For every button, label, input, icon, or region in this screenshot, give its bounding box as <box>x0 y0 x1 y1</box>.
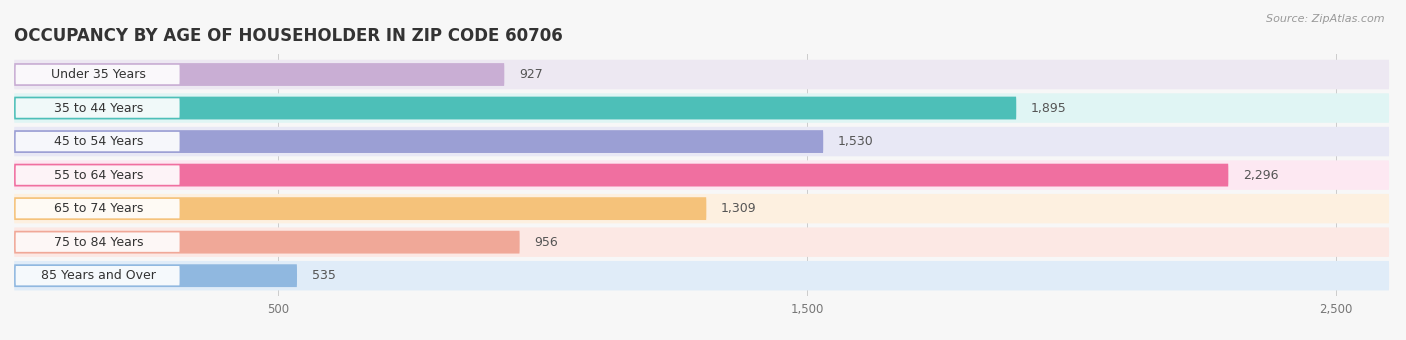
Text: OCCUPANCY BY AGE OF HOUSEHOLDER IN ZIP CODE 60706: OCCUPANCY BY AGE OF HOUSEHOLDER IN ZIP C… <box>14 27 562 45</box>
FancyBboxPatch shape <box>14 227 1389 257</box>
FancyBboxPatch shape <box>14 164 1229 187</box>
Text: 927: 927 <box>519 68 543 81</box>
FancyBboxPatch shape <box>15 266 180 285</box>
Text: 535: 535 <box>312 269 336 282</box>
Text: 55 to 64 Years: 55 to 64 Years <box>53 169 143 182</box>
Text: 75 to 84 Years: 75 to 84 Years <box>53 236 143 249</box>
FancyBboxPatch shape <box>14 231 520 254</box>
FancyBboxPatch shape <box>14 93 1389 123</box>
FancyBboxPatch shape <box>14 194 1389 223</box>
FancyBboxPatch shape <box>15 132 180 151</box>
Text: Under 35 Years: Under 35 Years <box>51 68 146 81</box>
FancyBboxPatch shape <box>14 127 1389 156</box>
FancyBboxPatch shape <box>15 233 180 252</box>
FancyBboxPatch shape <box>14 261 1389 290</box>
Text: 2,296: 2,296 <box>1243 169 1278 182</box>
Text: 35 to 44 Years: 35 to 44 Years <box>53 102 143 115</box>
Text: 45 to 54 Years: 45 to 54 Years <box>53 135 143 148</box>
Text: 65 to 74 Years: 65 to 74 Years <box>53 202 143 215</box>
FancyBboxPatch shape <box>14 160 1389 190</box>
FancyBboxPatch shape <box>15 65 180 84</box>
Text: 1,530: 1,530 <box>838 135 873 148</box>
FancyBboxPatch shape <box>14 130 824 153</box>
FancyBboxPatch shape <box>14 63 505 86</box>
FancyBboxPatch shape <box>14 60 1389 89</box>
Text: 1,895: 1,895 <box>1031 102 1067 115</box>
FancyBboxPatch shape <box>15 98 180 118</box>
Text: Source: ZipAtlas.com: Source: ZipAtlas.com <box>1267 14 1385 23</box>
FancyBboxPatch shape <box>14 264 297 287</box>
FancyBboxPatch shape <box>15 199 180 218</box>
Text: 85 Years and Over: 85 Years and Over <box>41 269 156 282</box>
Text: 956: 956 <box>534 236 558 249</box>
FancyBboxPatch shape <box>14 97 1017 119</box>
FancyBboxPatch shape <box>14 197 706 220</box>
Text: 1,309: 1,309 <box>721 202 756 215</box>
FancyBboxPatch shape <box>15 166 180 185</box>
